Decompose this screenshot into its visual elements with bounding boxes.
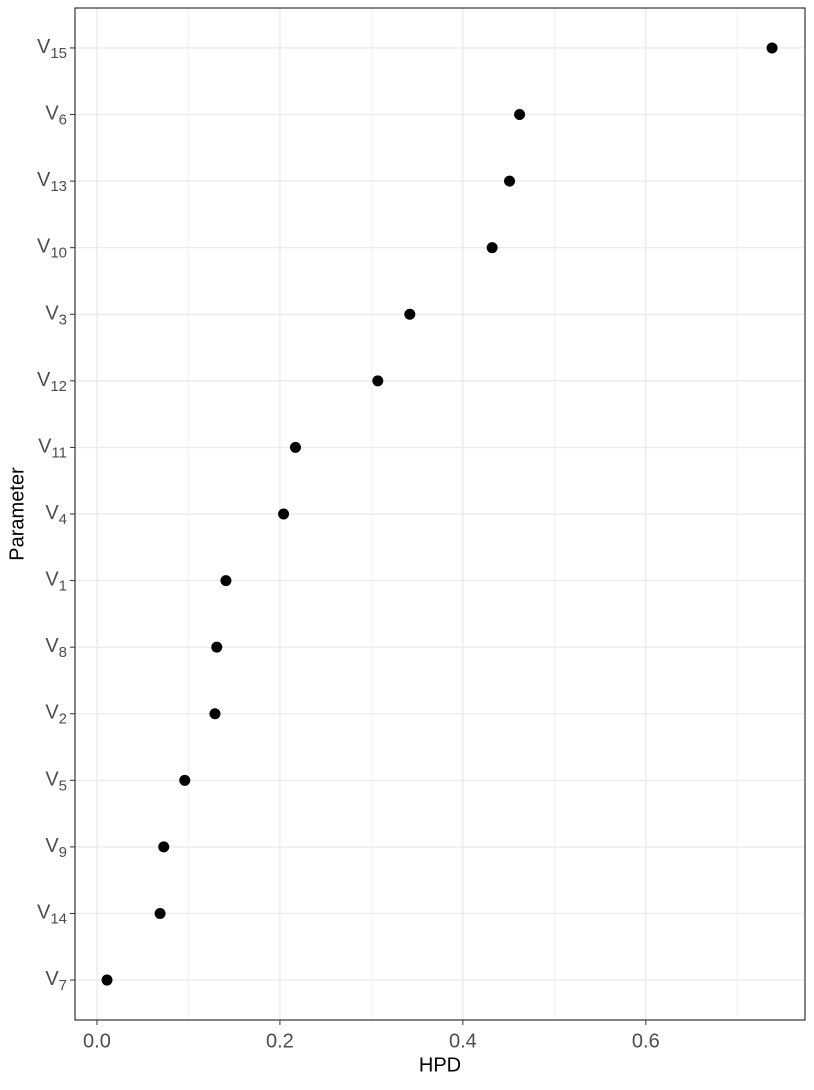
y-tick-label: V5 — [45, 769, 67, 795]
x-tick-label: 0.6 — [632, 1030, 660, 1052]
x-tick-label: 0.4 — [449, 1030, 477, 1052]
point — [154, 907, 166, 919]
y-tick-label: V12 — [37, 369, 67, 395]
y-tick-label: V7 — [45, 968, 67, 994]
y-tick-label: V1 — [45, 569, 67, 595]
x-tick-label: 0.0 — [83, 1030, 111, 1052]
point — [209, 708, 221, 720]
y-tick-label: V6 — [45, 103, 67, 129]
point — [179, 774, 191, 786]
point — [220, 575, 232, 587]
x-tick-label: 0.2 — [266, 1030, 294, 1052]
x-axis-title: HPD — [419, 1054, 461, 1076]
y-tick-label: V15 — [37, 36, 67, 62]
y-tick-label: V8 — [45, 635, 67, 661]
y-tick-label: V14 — [37, 902, 67, 928]
y-tick-label: V11 — [38, 436, 67, 462]
y-axis-title: Parameter — [6, 467, 28, 561]
point — [514, 109, 526, 121]
point — [101, 974, 113, 986]
y-tick-label: V2 — [45, 702, 67, 728]
y-tick-label: V10 — [37, 236, 67, 262]
y-tick-label: V9 — [45, 835, 67, 861]
y-tick-label: V13 — [37, 169, 67, 195]
point — [486, 242, 498, 254]
y-tick-label: V3 — [45, 303, 67, 329]
panel-border — [74, 7, 806, 1021]
point — [211, 641, 223, 653]
point — [766, 42, 778, 54]
point — [289, 441, 301, 453]
point — [158, 841, 170, 853]
point — [278, 508, 290, 520]
point — [404, 308, 416, 320]
y-tick-label: V4 — [45, 502, 67, 528]
point — [372, 375, 384, 387]
point — [504, 175, 516, 187]
